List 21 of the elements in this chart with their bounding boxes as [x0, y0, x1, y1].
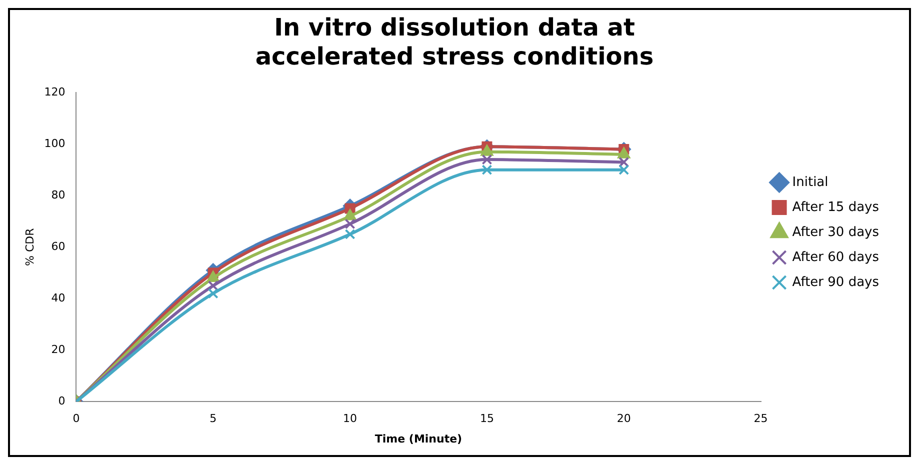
y-tick-label: 60 [51, 240, 66, 253]
x-axis-title: Time (Minute) [374, 432, 462, 446]
legend-label: After 90 days [792, 274, 880, 290]
legend-label: After 15 days [792, 200, 880, 215]
x-tick-label: 15 [480, 412, 494, 426]
y-axis-title: % CDR [23, 228, 36, 266]
y-tick-label: 120 [44, 85, 66, 98]
y-tick-label: 0 [58, 394, 66, 408]
y-tick-label: 80 [51, 188, 66, 202]
y-tick-label: 20 [51, 342, 66, 356]
legend-label: After 60 days [792, 250, 880, 265]
y-tick-label: 40 [51, 291, 66, 304]
chart-title: In vitro dissolution data at accelerated stress conditions [255, 14, 654, 70]
y-tick-label: 100 [44, 136, 66, 150]
legend-label: Initial [792, 174, 828, 190]
x-tick-label: 20 [616, 412, 631, 426]
legend-label: After 30 days [792, 224, 880, 240]
x-tick-label: 10 [343, 412, 358, 426]
x-tick-label: 5 [210, 412, 217, 426]
x-tick-label: 25 [754, 412, 768, 426]
x-tick-label: 0 [72, 412, 80, 426]
